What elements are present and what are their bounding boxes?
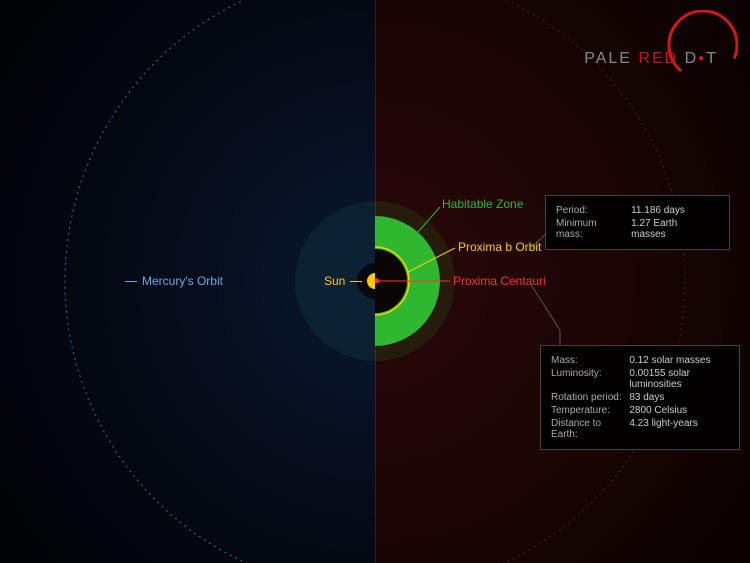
center-divider bbox=[375, 0, 376, 563]
infobox-proxima-b-table: Period:11.186 daysMinimum mass:1.27 Eart… bbox=[556, 204, 719, 241]
habitable-zone-label: Habitable Zone bbox=[442, 197, 523, 211]
infobox-proxima-b: Period:11.186 daysMinimum mass:1.27 Eart… bbox=[545, 195, 730, 250]
proxima-centauri-label: Proxima Centauri bbox=[453, 274, 546, 288]
pale-red-dot-logo: PALE RED D●T bbox=[584, 10, 738, 68]
mercury-orbit-label: Mercury's Orbit bbox=[120, 274, 223, 288]
proxima-b-orbit-label: Proxima b Orbit bbox=[458, 240, 541, 254]
logo-text: PALE RED D●T bbox=[584, 50, 718, 68]
infobox-proxima-centauri-table: Mass:0.12 solar massesLuminosity:0.00155… bbox=[551, 354, 729, 441]
infobox-proxima-centauri: Mass:0.12 solar massesLuminosity:0.00155… bbox=[540, 345, 740, 450]
sun-label: Sun bbox=[324, 274, 367, 288]
